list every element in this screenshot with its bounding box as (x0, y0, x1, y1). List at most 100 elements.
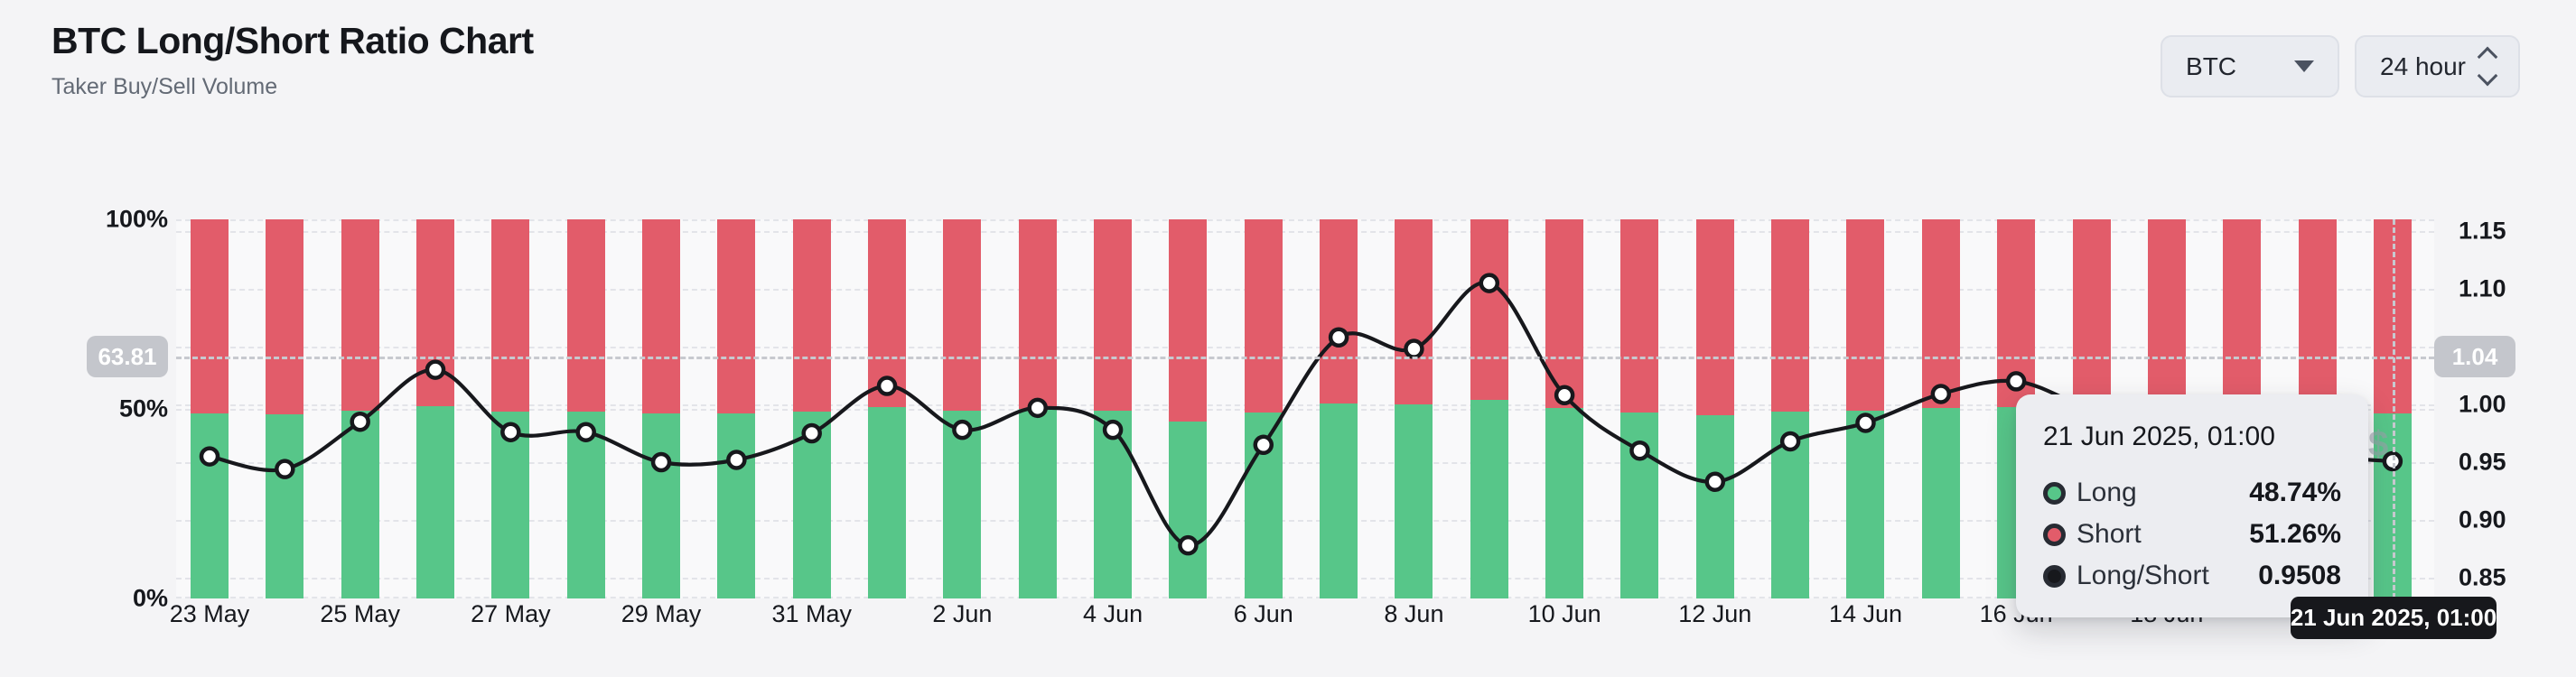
line-marker (726, 450, 747, 470)
y-tick-label-right: 1.10 (2459, 274, 2506, 302)
bar-short (1244, 219, 1283, 413)
bar-long (491, 411, 530, 598)
bar-long (1395, 404, 1433, 598)
bar-long (266, 414, 304, 598)
bar-short (1921, 219, 1960, 409)
bar-short (1846, 219, 1885, 411)
bar-long (1169, 421, 1208, 598)
y-tick-label-left: 100% (105, 205, 168, 233)
line-marker (350, 411, 370, 432)
tooltip-row-short: Short 51.26% (2043, 519, 2341, 550)
bar-long (1921, 408, 1960, 598)
watermark-glyph: $ (2368, 424, 2389, 464)
tooltip-ratio-value: 0.9508 (2258, 561, 2341, 590)
x-tick-label: 4 Jun (1083, 600, 1143, 627)
x-tick-label: 25 May (320, 600, 400, 627)
tooltip-row-ratio: Long/Short 0.9508 (2043, 561, 2341, 591)
bar-long (943, 411, 982, 598)
x-tick-label: 6 Jun (1233, 600, 1293, 627)
chevron-down-icon (2294, 60, 2315, 72)
line-marker (1102, 419, 1124, 441)
bar-long (1320, 403, 1358, 598)
bar-short (1169, 219, 1208, 422)
gridline (176, 578, 2434, 580)
bar-short (792, 219, 831, 412)
line-marker (1855, 413, 1876, 433)
line-marker (575, 422, 596, 442)
bar-short (717, 219, 756, 414)
x-tick-label: 14 Jun (1828, 600, 1903, 627)
x-tick-label: 2 Jun (932, 600, 993, 627)
bar-long (566, 411, 605, 598)
line-marker (1704, 471, 1726, 493)
tooltip-short-label: Short (2077, 519, 2142, 549)
line-marker (952, 419, 973, 441)
gridline (176, 231, 2434, 233)
bar-long (1695, 415, 1734, 598)
y-tick-label-right: 0.95 (2459, 448, 2506, 476)
line-marker (1328, 327, 1349, 348)
bar-short (1018, 219, 1057, 410)
y-tick-label-right: 0.90 (2459, 505, 2506, 533)
bar-short (1395, 219, 1433, 405)
line-marker (1779, 431, 1801, 452)
gridline (176, 409, 2434, 411)
y-tick-label-right: 1.00 (2459, 390, 2506, 418)
line-marker (1930, 384, 1952, 404)
bar-short (2298, 219, 2337, 413)
tooltip-long-value: 48.74% (2249, 478, 2341, 507)
gridline (176, 219, 2434, 221)
bar-long (1545, 408, 1584, 598)
x-tick-label: 29 May (621, 600, 702, 627)
x-tick-label: 23 May (169, 600, 250, 627)
crosshair-date-pill: 21 Jun 2025, 01:00 (2291, 597, 2497, 639)
gridline (176, 289, 2434, 291)
bar-short (943, 219, 982, 412)
line-marker (500, 422, 521, 442)
sort-arrows-icon (2477, 46, 2498, 87)
line-marker (1554, 385, 1575, 406)
line-marker (199, 446, 220, 467)
bar-short (2223, 219, 2262, 413)
bar-long (341, 410, 379, 598)
gridline (176, 347, 2434, 348)
crosshair-right-badge: 1.04 (2434, 336, 2515, 377)
bar-short (1771, 219, 1810, 413)
line-marker (1479, 273, 1500, 293)
short-legend-dot-icon (2043, 523, 2066, 546)
y-tick-label-right: 0.85 (2459, 563, 2506, 591)
bar-short (1094, 219, 1133, 412)
bar-long (1470, 399, 1508, 598)
line-marker (1178, 534, 1199, 556)
bar-long (1846, 410, 1885, 598)
line-marker (1404, 338, 1424, 359)
tooltip-ratio-label: Long/Short (2077, 561, 2209, 590)
symbol-dropdown[interactable]: BTC (2161, 35, 2340, 97)
bar-short (2147, 219, 2186, 412)
bar-short (566, 219, 605, 412)
crosshair-horizontal (176, 356, 2434, 359)
x-tick-label: 8 Jun (1384, 600, 1444, 627)
y-tick-label-right: 1.15 (2459, 217, 2506, 245)
chart-tooltip: 21 Jun 2025, 01:00 Long 48.74% Short 51.… (2016, 394, 2368, 617)
bar-short (2072, 219, 2111, 410)
tooltip-short-value: 51.26% (2249, 519, 2341, 549)
bar-long (868, 407, 907, 598)
bar-short (491, 219, 530, 412)
bar-short (1470, 219, 1508, 400)
chart-plot-area[interactable] (176, 219, 2434, 598)
line-marker (2005, 371, 2027, 392)
symbol-dropdown-value: BTC (2186, 51, 2237, 80)
crosshair-left-badge: 63.81 (87, 336, 168, 377)
gridline (176, 520, 2434, 522)
gridline (176, 404, 2434, 406)
bar-long (1018, 409, 1057, 598)
line-marker (425, 359, 446, 380)
interval-dropdown-value: 24 hour (2380, 51, 2466, 80)
line-marker (275, 459, 295, 479)
tooltip-row-long: Long 48.74% (2043, 478, 2341, 508)
interval-dropdown[interactable]: 24 hour (2355, 35, 2520, 97)
bar-short (341, 219, 379, 411)
x-tick-label: 27 May (471, 600, 551, 627)
tooltip-title: 21 Jun 2025, 01:00 (2043, 422, 2275, 451)
